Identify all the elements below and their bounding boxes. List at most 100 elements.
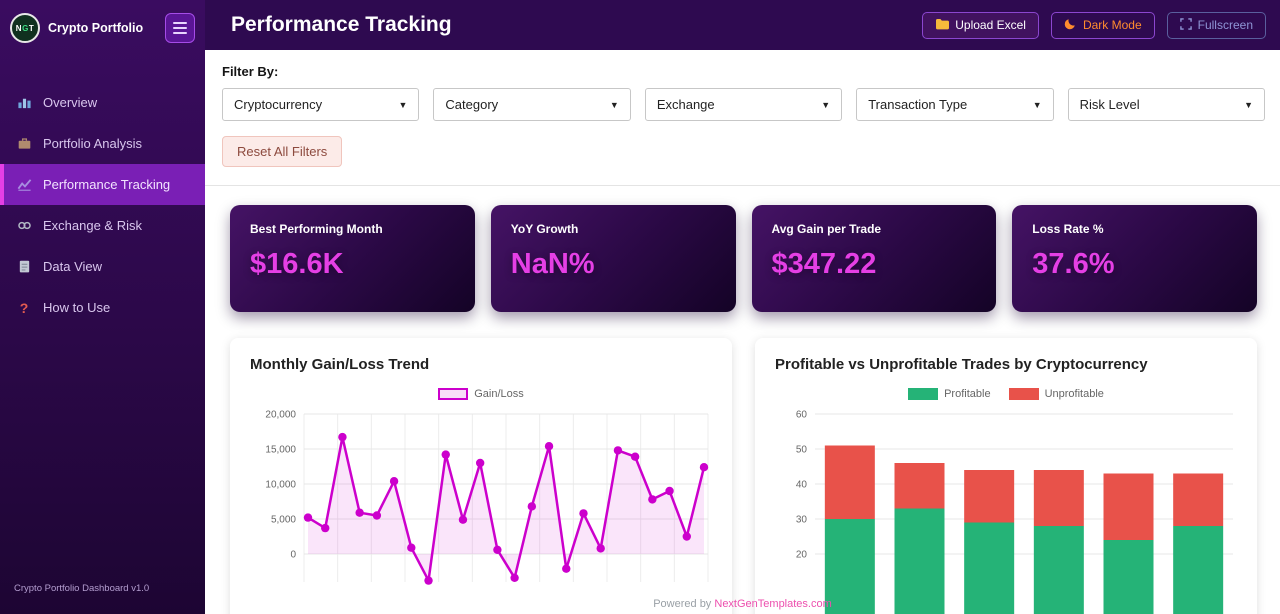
legend-swatch <box>1008 388 1039 400</box>
stat-label: YoY Growth <box>510 222 579 236</box>
svg-text:30: 30 <box>796 515 808 526</box>
legend-label: Unprofitable <box>1044 388 1104 400</box>
powered-by-link[interactable]: NextGenTemplates.com <box>714 598 832 610</box>
stat-value: $16.6K <box>250 248 344 280</box>
line-chart-icon <box>16 177 32 192</box>
sidebar-item-label: How to Use <box>43 300 111 315</box>
filter-risk-level[interactable]: Risk Level ▼ <box>1067 88 1266 121</box>
reset-all-filters-button[interactable]: Reset All Filters <box>222 136 343 167</box>
fullscreen-label: Fullscreen <box>1197 18 1253 32</box>
chevron-down-icon: ▼ <box>821 99 831 110</box>
folder-icon <box>935 18 950 33</box>
header-buttons: Upload Excel Dark Mode Fullscreen <box>922 11 1266 39</box>
brand-title: Crypto Portfolio <box>48 21 144 35</box>
stat-card-best-performing-month: Best Performing Month $16.6K <box>230 205 475 312</box>
stat-value: $347.22 <box>771 248 877 280</box>
filter-row: Cryptocurrency ▼ Category ▼ Exchange ▼ T… <box>222 88 1266 121</box>
svg-text:5,000: 5,000 <box>271 515 296 526</box>
link-icon <box>16 218 32 233</box>
legend-label: Gain/Loss <box>474 388 524 400</box>
logo-letter: G <box>22 23 29 33</box>
legend-item[interactable]: Unprofitable <box>1008 388 1104 400</box>
menu-toggle-button[interactable] <box>165 13 195 43</box>
sidebar-item-label: Overview <box>43 95 98 110</box>
filter-transaction-type[interactable]: Transaction Type ▼ <box>856 88 1054 121</box>
stat-value: 37.6% <box>1032 248 1115 280</box>
dark-mode-label: Dark Mode <box>1082 18 1142 32</box>
line-chart-svg: 20,000 15,000 10,000 5,000 0 <box>265 410 709 585</box>
svg-text:0: 0 <box>290 550 296 561</box>
svg-text:40: 40 <box>796 480 808 491</box>
logo-letter: N <box>15 23 23 33</box>
monthly-gainloss-chart-card: Monthly Gain/Loss Trend Gain/Loss 20,000… <box>230 338 732 614</box>
document-icon <box>16 259 32 274</box>
chevron-down-icon: ▼ <box>1032 99 1042 110</box>
dropdown-value: Risk Level <box>1079 97 1140 112</box>
page-title: Performance Tracking <box>231 13 452 36</box>
chevron-down-icon: ▼ <box>398 99 408 110</box>
sidebar-item-performance-tracking[interactable]: Performance Tracking <box>0 164 205 205</box>
dropdown-value: Category <box>445 97 499 112</box>
sidebar-item-label: Exchange & Risk <box>43 218 142 233</box>
sidebar-item-overview[interactable]: Overview <box>0 82 205 123</box>
legend-item[interactable]: Gain/Loss <box>438 388 524 400</box>
profit-vs-loss-chart-card: Profitable vs Unprofitable Trades by Cry… <box>755 338 1257 614</box>
app-version: Crypto Portfolio Dashboard v1.0 <box>14 583 150 594</box>
filter-exchange[interactable]: Exchange ▼ <box>644 88 843 121</box>
stat-card-avg-gain-per-trade: Avg Gain per Trade $347.22 <box>751 205 997 312</box>
bar-legend: Profitable Unprofitable <box>775 388 1237 400</box>
sidebar-item-how-to-use[interactable]: ? How to Use <box>0 287 205 328</box>
sidebar-item-data-view[interactable]: Data View <box>0 246 205 287</box>
stat-card-loss-rate: Loss Rate % 37.6% <box>1012 205 1257 312</box>
stat-value: NaN% <box>510 248 595 280</box>
fullscreen-button[interactable]: Fullscreen <box>1166 11 1266 39</box>
stats-row: Best Performing Month $16.6K YoY Growth … <box>230 205 1257 312</box>
briefcase-icon <box>16 136 32 151</box>
stat-label: Best Performing Month <box>250 222 383 236</box>
filter-category[interactable]: Category ▼ <box>433 88 631 121</box>
stat-card-yoy-growth: YoY Growth NaN% <box>490 205 736 312</box>
dropdown-value: Cryptocurrency <box>234 97 323 112</box>
main-area: Performance Tracking Upload Excel Dark M… <box>205 0 1280 614</box>
charts-row: Monthly Gain/Loss Trend Gain/Loss 20,000… <box>230 338 1257 614</box>
section-divider <box>205 185 1280 186</box>
filter-cryptocurrency[interactable]: Cryptocurrency ▼ <box>222 88 420 121</box>
svg-text:20,000: 20,000 <box>265 410 296 421</box>
stat-label: Loss Rate % <box>1032 222 1104 236</box>
filter-by-label: Filter By: <box>222 64 279 79</box>
sidebar-item-exchange-risk[interactable]: Exchange & Risk <box>0 205 205 246</box>
page-footer: Powered by NextGenTemplates.com <box>205 598 1280 610</box>
dropdown-value: Exchange <box>656 97 715 112</box>
stat-label: Avg Gain per Trade <box>771 222 882 236</box>
bar-chart-icon <box>16 95 32 110</box>
logo-letter: T <box>28 23 35 33</box>
dark-mode-button[interactable]: Dark Mode <box>1050 11 1155 39</box>
svg-text:15,000: 15,000 <box>265 445 296 456</box>
svg-text:50: 50 <box>796 445 808 456</box>
chart-title: Monthly Gain/Loss Trend <box>250 356 430 373</box>
fullscreen-icon <box>1179 17 1192 33</box>
chevron-down-icon: ▼ <box>1244 99 1254 110</box>
bar-chart-svg: 60 50 40 30 20 <box>796 410 1233 614</box>
sidebar-item-portfolio-analysis[interactable]: Portfolio Analysis <box>0 123 205 164</box>
upload-excel-label: Upload Excel <box>955 18 1026 32</box>
legend-item[interactable]: Profitable <box>908 388 991 400</box>
svg-text:10,000: 10,000 <box>265 480 296 491</box>
svg-text:60: 60 <box>796 410 808 421</box>
line-legend: Gain/Loss <box>250 388 712 400</box>
hamburger-icon <box>173 22 187 24</box>
question-mark-icon: ? <box>19 299 29 316</box>
upload-excel-button[interactable]: Upload Excel <box>922 11 1039 39</box>
legend-label: Profitable <box>944 388 991 400</box>
moon-icon <box>1064 17 1077 33</box>
chart-title: Profitable vs Unprofitable Trades by Cry… <box>775 356 1148 373</box>
top-header: Performance Tracking Upload Excel Dark M… <box>205 0 1280 50</box>
sidebar-nav: Overview Portfolio Analysis Performance … <box>0 82 205 328</box>
legend-swatch <box>438 388 469 400</box>
legend-swatch <box>908 388 939 400</box>
powered-by-text: Powered by <box>653 598 715 610</box>
chevron-down-icon: ▼ <box>609 99 619 110</box>
sidebar-item-label: Data View <box>43 259 103 274</box>
